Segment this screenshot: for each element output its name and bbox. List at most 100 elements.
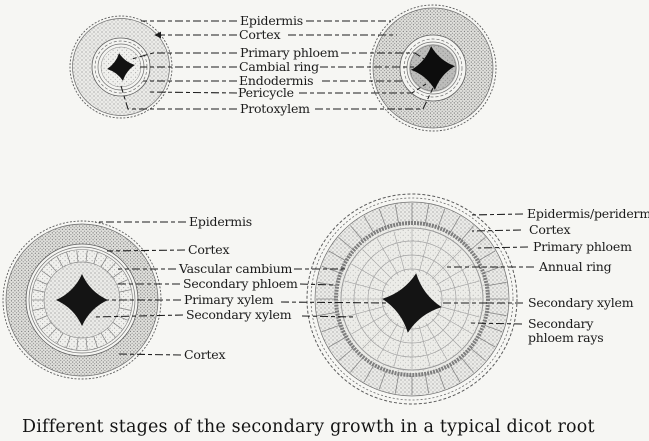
ray-line bbox=[33, 307, 45, 311]
leader-cortex-to-stage4 bbox=[471, 229, 522, 232]
ray-line bbox=[478, 250, 496, 261]
ray-line bbox=[76, 337, 79, 350]
ray-line bbox=[418, 325, 431, 367]
label-primary-phloem-top: Primary phloem bbox=[240, 45, 339, 60]
leader-protoxylem-to-stage2 bbox=[315, 87, 434, 110]
stage-3-early-secondary-growth-cross-section bbox=[2, 220, 162, 380]
label-secondary-phloem: Secondary phloem bbox=[183, 276, 298, 291]
stage4-annual-ring-1 bbox=[353, 240, 471, 358]
ray-line bbox=[351, 263, 388, 286]
ray-line bbox=[100, 256, 108, 268]
ray-line bbox=[362, 249, 393, 280]
ray-line bbox=[438, 305, 480, 318]
ray-line bbox=[425, 204, 430, 224]
label-cortex-right: Cortex bbox=[529, 222, 571, 237]
ray-line bbox=[431, 249, 462, 280]
ray-line bbox=[425, 323, 448, 360]
ray-line bbox=[317, 312, 337, 317]
label-epidermis-periderm: Epidermis/periderm bbox=[527, 206, 649, 221]
stage-1-young-root-cross-section bbox=[69, 15, 173, 119]
ray-line bbox=[470, 236, 486, 250]
stage4-annual-ring-3 bbox=[381, 268, 443, 330]
ray-line bbox=[487, 312, 507, 317]
ray-line bbox=[48, 327, 57, 338]
ray-line bbox=[437, 371, 446, 390]
ray-line bbox=[349, 357, 363, 373]
label-epidermis-top: Epidermis bbox=[240, 13, 303, 28]
ray-line bbox=[107, 327, 116, 338]
label-cortex-top: Cortex bbox=[239, 27, 281, 42]
stage-4-mature-secondary-growth-cross-section bbox=[306, 193, 518, 405]
ray-line bbox=[344, 305, 386, 318]
ray-line bbox=[438, 280, 480, 293]
ray-line bbox=[393, 325, 406, 367]
ray-line bbox=[378, 208, 387, 227]
ray-line bbox=[484, 324, 503, 333]
leader-secondary-phloem-rays-to-stage4 bbox=[469, 322, 523, 325]
ray-line bbox=[66, 335, 71, 348]
ray-line bbox=[56, 256, 64, 268]
label-cortex-bottom: Cortex bbox=[188, 242, 230, 257]
ray-line bbox=[484, 265, 503, 274]
ray-line bbox=[363, 365, 374, 383]
ray-line bbox=[116, 315, 128, 321]
ray-line bbox=[394, 204, 399, 224]
leader-primary-phloem-to-stage1 bbox=[131, 52, 237, 60]
label-annual-ring: Annual ring bbox=[539, 259, 612, 274]
stage4-periderm-outer-ring bbox=[306, 193, 518, 405]
ray-line bbox=[478, 337, 496, 348]
ray-line bbox=[470, 348, 486, 362]
leader-pericycle-to-stage1 bbox=[146, 91, 238, 94]
stage4-periderm-inner-ring bbox=[310, 197, 514, 401]
ray-line bbox=[425, 374, 430, 394]
stage4-primary-xylem-star bbox=[382, 273, 442, 333]
ray-line bbox=[362, 318, 393, 349]
ray-line bbox=[112, 322, 123, 330]
label-secondary-xylem-right: Secondary xylem bbox=[528, 295, 634, 310]
ray-line bbox=[119, 289, 131, 293]
ray-line bbox=[85, 337, 88, 350]
ray-line bbox=[376, 323, 399, 360]
stage2-cambial-ring bbox=[406, 41, 460, 95]
ray-line bbox=[378, 371, 387, 390]
ray-line bbox=[487, 281, 507, 286]
ray-line bbox=[85, 250, 88, 263]
ray-line bbox=[100, 332, 108, 344]
ray-line bbox=[450, 365, 461, 383]
label-vascular-cambium: Vascular cambium bbox=[179, 261, 293, 276]
stage2-primary-xylem-star bbox=[411, 46, 455, 90]
ray-line bbox=[431, 318, 462, 349]
stage-2-cambial-ring-cross-section bbox=[369, 4, 497, 132]
leader-cortex-to-stage3 bbox=[106, 249, 186, 252]
stage3-phloem-rays bbox=[32, 250, 132, 350]
ray-line bbox=[328, 337, 346, 348]
ray-line bbox=[418, 231, 431, 273]
ray-line bbox=[344, 280, 386, 293]
ray-line bbox=[393, 231, 406, 273]
stage4-annual-ring-boundary bbox=[340, 227, 484, 371]
label-endodermis: Endodermis bbox=[239, 73, 314, 88]
leader-primary-phloem-to-stage2 bbox=[341, 52, 425, 60]
label-primary-xylem: Primary xylem bbox=[184, 292, 274, 307]
ray-line bbox=[107, 262, 116, 273]
stage2-epidermis-ring bbox=[369, 4, 497, 132]
label-cortex-lower: Cortex bbox=[184, 347, 226, 362]
ray-line bbox=[41, 270, 52, 278]
ray-line bbox=[461, 225, 475, 241]
label-secondary-phloem-rays: Secondary phloem rays bbox=[528, 316, 604, 345]
label-epidermis-bottom: Epidermis bbox=[189, 214, 252, 229]
ray-line bbox=[437, 208, 446, 227]
leader-lower-cortex-to-stage3 bbox=[116, 353, 182, 356]
stage4-annual-ring-2 bbox=[367, 254, 457, 344]
ray-line bbox=[394, 374, 399, 394]
ray-line bbox=[363, 215, 374, 233]
ray-line bbox=[36, 279, 48, 285]
leader-secondary-phloem-to-stage4 bbox=[299, 283, 334, 286]
ray-line bbox=[338, 348, 354, 362]
leader-lines bbox=[92, 20, 534, 356]
ray-line bbox=[349, 225, 363, 241]
ray-line bbox=[48, 262, 57, 273]
leader-secondary-xylem-to-stage3 bbox=[92, 314, 184, 318]
